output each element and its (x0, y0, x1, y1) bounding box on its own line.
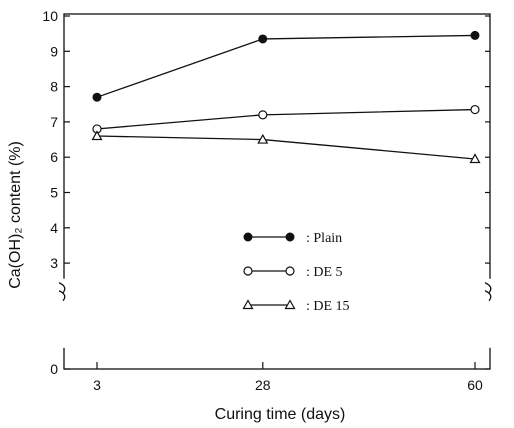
axis-break-gap-right (485, 278, 495, 348)
plot-frame (63, 13, 491, 370)
legend-marker (243, 266, 253, 276)
legend-marker (284, 299, 296, 310)
x-axis-title: Curing time (days) (215, 406, 346, 423)
series-2 (91, 130, 481, 164)
series-layer (91, 30, 481, 164)
series-1 (92, 104, 480, 134)
legend-label: : Plain (306, 231, 342, 246)
x-tick-label: 3 (93, 377, 101, 393)
legend-marker (285, 266, 295, 276)
y-axis-title: Ca(OH)₂ content (%) (7, 141, 24, 289)
legend-marker (285, 232, 295, 242)
legend-item: : DE 5 (243, 265, 343, 280)
data-point (470, 104, 480, 115)
axis-break-gap-left (59, 278, 69, 348)
x-tick-label: 28 (255, 377, 271, 393)
data-point (469, 153, 481, 164)
data-point (91, 130, 103, 141)
data-point (258, 110, 268, 120)
y-axis: 0 3 4 5 6 7 8 9 10 (42, 8, 490, 377)
y-tick-label: 10 (42, 8, 58, 24)
series-line (96, 34, 476, 98)
x-tick-label: 60 (467, 377, 483, 393)
plot-border (63, 13, 491, 370)
series-0 (92, 30, 480, 102)
legend-label: : DE 15 (306, 299, 350, 314)
data-point (92, 92, 102, 102)
y-tick-label: 0 (50, 361, 58, 377)
legend-marker (242, 299, 254, 310)
legend-item: : DE 15 (242, 299, 350, 314)
y-tick-label: 6 (50, 149, 58, 165)
axis-break-mark-left (58, 282, 66, 294)
series-line (96, 135, 476, 160)
axis-break-mark-right (484, 282, 492, 294)
axis-break (58, 278, 495, 348)
y-tick-label: 4 (50, 220, 58, 236)
y-tick-label: 3 (50, 255, 58, 271)
series-line (96, 108, 476, 130)
y-tick-label: 7 (50, 114, 58, 130)
y-tick-label: 9 (50, 43, 58, 59)
legend: : Plain : DE 5 : DE 15 (242, 231, 350, 314)
data-point (257, 133, 269, 144)
axis-break-mark-left (58, 290, 66, 302)
legend-label: : DE 5 (306, 265, 343, 280)
axis-break-mark-right (484, 290, 492, 302)
legend-marker (243, 232, 253, 242)
y-tick-label: 8 (50, 79, 58, 95)
data-point (258, 34, 268, 44)
legend-item: : Plain (243, 231, 342, 246)
x-axis: 3 28 60 (93, 362, 483, 393)
y-tick-label: 5 (50, 185, 58, 201)
data-point (470, 30, 480, 40)
